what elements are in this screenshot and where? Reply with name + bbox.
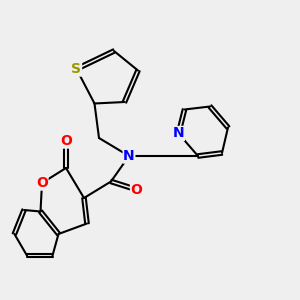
Text: S: S bbox=[71, 62, 82, 76]
Text: O: O bbox=[60, 134, 72, 148]
Text: N: N bbox=[173, 127, 184, 140]
Text: O: O bbox=[36, 176, 48, 190]
Text: N: N bbox=[123, 149, 135, 163]
Text: O: O bbox=[130, 183, 142, 196]
